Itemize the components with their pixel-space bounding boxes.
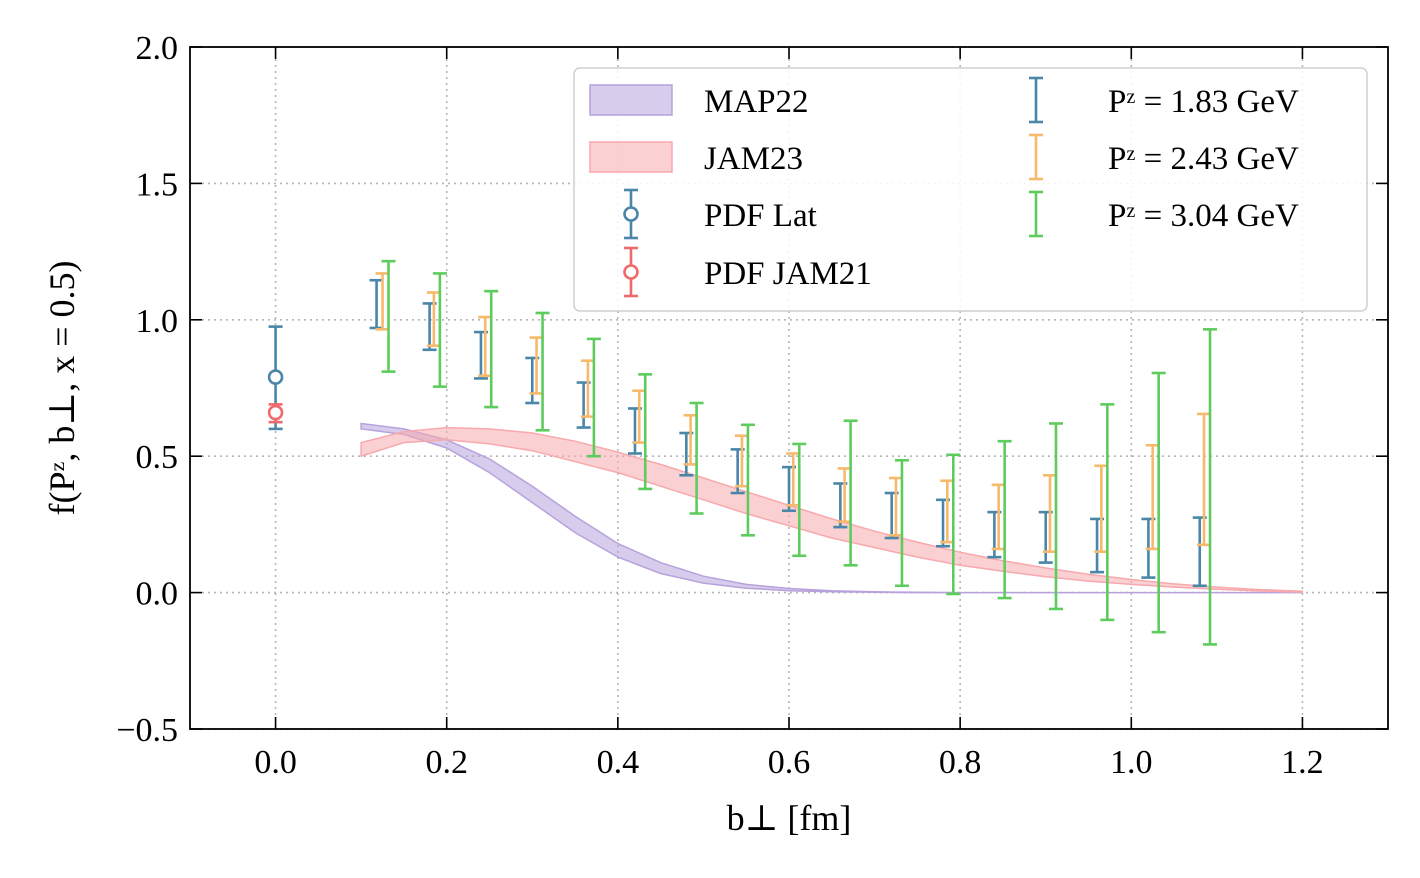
series-1 [267, 403, 284, 424]
legend-label: PDF JAM21 [704, 256, 872, 292]
legend-box [573, 67, 1368, 312]
legend-label: Pᶻ = 2.43 GeV [1108, 141, 1299, 177]
legend-label: PDF Lat [704, 198, 817, 234]
x-tick-label: 0.0 [254, 744, 297, 781]
axis-labels: b⊥ [fm] f(Pᶻ, b⊥, x = 0.5) [42, 260, 851, 838]
y-tick-label: 0.5 [136, 439, 179, 476]
band-map22 [360, 422, 1303, 594]
x-tick-label: 0.8 [939, 744, 982, 781]
y-tick-label: 2.0 [136, 30, 179, 67]
y-tick-label: 1.5 [136, 166, 179, 203]
series-4 [381, 259, 1218, 646]
y-tick-label: 1.0 [136, 303, 179, 340]
legend-label: Pᶻ = 1.83 GeV [1108, 84, 1299, 120]
legend-swatch-map22 [589, 84, 673, 116]
bands [360, 422, 1304, 594]
legend-label: JAM23 [704, 141, 803, 177]
data-point [267, 369, 284, 385]
legend-label: Pᶻ = 3.04 GeV [1108, 198, 1299, 234]
x-tick-label: 1.0 [1110, 744, 1153, 781]
legend-label: MAP22 [704, 84, 809, 120]
x-tick-label: 0.4 [597, 744, 640, 781]
x-axis-label: b⊥ [fm] [727, 798, 852, 838]
legend: MAP22 JAM23 PDF Lat PDF JAM21 Pᶻ = 1.83 GeV P… [573, 67, 1368, 312]
x-tick-label: 1.2 [1281, 744, 1324, 781]
data-point [267, 404, 284, 421]
error-bars [267, 259, 1218, 646]
y-tick-label: −0.5 [116, 712, 178, 749]
legend-swatch-jam23 [589, 141, 673, 173]
band-jam23 [360, 426, 1304, 593]
legend-marker-circle [623, 206, 639, 222]
legend-marker-circle [623, 264, 639, 280]
series-3 [375, 272, 1212, 553]
x-tick-label: 0.6 [768, 744, 811, 781]
axis-ticks: 0.0 0.2 0.4 0.6 0.8 1.0 1.2 −0.5 0.0 0.5 1.0 1.5 2.0 [116, 30, 1388, 781]
x-tick-label: 0.2 [425, 744, 468, 781]
y-axis-label: f(Pᶻ, b⊥, x = 0.5) [42, 260, 82, 515]
y-tick-label: 0.0 [136, 576, 179, 613]
